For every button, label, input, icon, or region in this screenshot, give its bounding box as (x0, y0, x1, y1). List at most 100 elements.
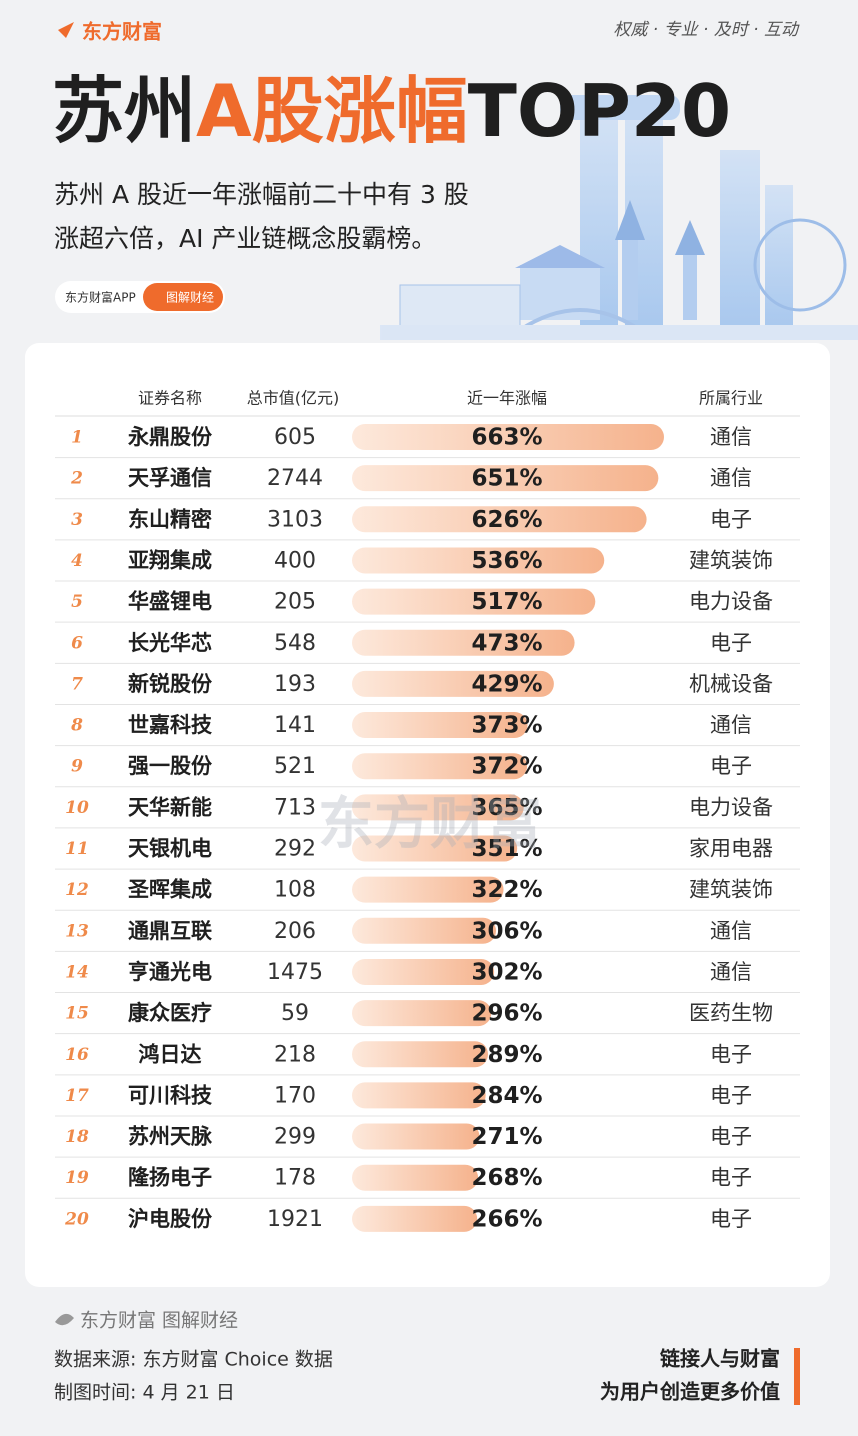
title-part: 苏州 (52, 69, 196, 153)
gain-bar (352, 1082, 486, 1109)
stock-name: 世嘉科技 (128, 713, 213, 737)
motto: 链接人与财富 (660, 1347, 780, 1371)
column-header: 证券名称 (138, 389, 202, 408)
stock-name: 亚翔集成 (128, 548, 212, 572)
rank: 14 (65, 962, 89, 982)
stock-name: 可川科技 (128, 1083, 213, 1107)
market-cap: 299 (274, 1125, 316, 1150)
stock-name: 华盛锂电 (128, 590, 212, 614)
industry: 电子 (710, 631, 752, 655)
market-cap: 548 (274, 631, 316, 656)
skyline (380, 95, 858, 340)
gain-label: 373% (471, 713, 542, 739)
stock-name: 通鼎互联 (128, 919, 212, 943)
stock-name: 圣晖集成 (128, 878, 212, 902)
gain-label: 351% (471, 836, 542, 862)
industry: 通信 (710, 425, 752, 449)
gain-label: 365% (471, 795, 542, 821)
gain-label: 473% (471, 630, 542, 656)
rank: 11 (65, 839, 89, 859)
industry: 通信 (710, 960, 752, 984)
industry: 建筑装饰 (689, 878, 773, 902)
stock-name: 天银机电 (128, 837, 212, 861)
market-cap: 170 (274, 1083, 316, 1108)
gain-label: 517% (471, 589, 542, 615)
industry: 电力设备 (689, 795, 773, 819)
market-cap: 605 (274, 425, 316, 450)
market-cap: 521 (274, 754, 316, 779)
gain-bar (352, 465, 659, 492)
gain-bar (352, 1123, 480, 1150)
gain-label: 651% (471, 466, 542, 492)
rank: 5 (71, 592, 83, 612)
subtitle: 涨超六倍，AI 产业链概念股霸榜。 (54, 224, 436, 253)
gain-bar (352, 506, 647, 533)
stock-name: 天华新能 (128, 795, 212, 819)
gain-label: 429% (471, 671, 542, 697)
stock-name: 强一股份 (128, 754, 213, 778)
rank: 10 (65, 798, 89, 818)
market-cap: 206 (274, 919, 316, 944)
badge-button[interactable] (143, 283, 223, 311)
badge-text: 东方财富APP (65, 290, 136, 305)
stock-name: 东山精密 (128, 507, 212, 531)
industry: 通信 (710, 919, 752, 943)
gain-bar (352, 424, 664, 450)
gain-bar (352, 794, 524, 821)
gain-label: 302% (471, 959, 542, 985)
rank: 16 (65, 1045, 89, 1065)
gain-label: 284% (471, 1083, 542, 1109)
market-cap: 59 (281, 1001, 309, 1026)
market-cap: 2744 (267, 466, 323, 491)
subtitle: 苏州 A 股近一年涨幅前二十中有 3 股 (54, 180, 469, 209)
market-cap: 1921 (267, 1207, 323, 1232)
title: 苏州A股涨幅TOP20 (52, 69, 731, 153)
industry: 电子 (710, 1207, 752, 1231)
gain-bar (352, 670, 554, 697)
gain-bar (352, 835, 518, 862)
industry: 电子 (710, 1166, 752, 1190)
rows: 1 永鼎股份 605 663% 通信2 天孚通信 2744 651% 通信3 东山精密 3103 62… (55, 424, 800, 1232)
industry: 家用电器 (689, 837, 773, 861)
market-cap: 292 (274, 837, 316, 862)
industry: 通信 (710, 713, 752, 737)
slogan: 权威 · 专业 · 及时 · 互动 (613, 20, 800, 40)
stock-name: 沪电股份 (128, 1207, 213, 1231)
market-cap: 108 (274, 878, 316, 903)
gain-bar (352, 1000, 492, 1027)
gain-label: 663% (471, 425, 542, 451)
rank: 6 (71, 633, 83, 653)
footer-source: 数据来源: 东方财富 Choice 数据 (54, 1349, 333, 1371)
gain-label: 306% (471, 918, 542, 944)
rank: 4 (71, 551, 83, 571)
stock-name: 隆扬电子 (128, 1166, 212, 1190)
stock-name: 康众医疗 (128, 1001, 212, 1025)
rank: 8 (70, 716, 83, 736)
footer-date: 制图时间: 4 月 21 日 (54, 1382, 235, 1404)
market-cap: 3103 (267, 507, 323, 532)
motto: 为用户创造更多价值 (600, 1380, 780, 1404)
industry: 电子 (710, 507, 752, 531)
stock-name: 永鼎股份 (127, 425, 213, 449)
rank: 12 (65, 880, 89, 900)
rank: 3 (71, 510, 83, 530)
stock-name: 长光华芯 (128, 631, 212, 655)
gain-bar (352, 876, 504, 903)
badge-button-text[interactable]: 图解财经 (166, 291, 214, 305)
industry: 电子 (710, 754, 752, 778)
footer-brand: 东方财富 图解财经 (80, 1310, 238, 1332)
gain-bar (352, 547, 605, 574)
footer-logo (55, 1313, 74, 1326)
rank: 15 (65, 1004, 89, 1024)
stock-name: 亨通光电 (128, 960, 212, 984)
stock-name: 鸿日达 (139, 1042, 202, 1066)
gain-label: 626% (471, 507, 542, 533)
rank: 20 (64, 1209, 89, 1229)
gain-bar (352, 588, 596, 615)
motto-accent (794, 1348, 800, 1405)
rank: 7 (71, 674, 83, 694)
rank: 2 (70, 469, 83, 489)
title-part: TOP20 (468, 69, 731, 153)
gain-label: 289% (471, 1042, 542, 1068)
